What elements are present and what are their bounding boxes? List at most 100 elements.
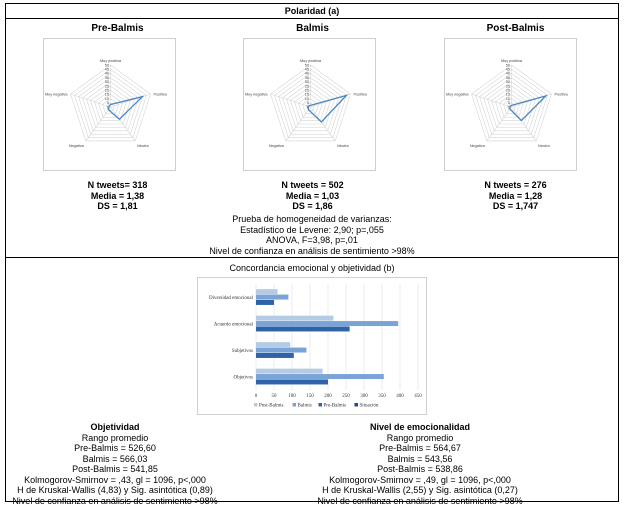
legend-entry: Post-Balmis xyxy=(259,403,284,408)
bar-balmis xyxy=(256,374,384,379)
radar-axis-label: Neutra xyxy=(538,144,550,148)
radar-axis-label: Positiva xyxy=(353,93,367,97)
bar-tick-label: 50 xyxy=(272,394,278,399)
panel-title-pre: Pre-Balmis xyxy=(55,23,180,34)
radar-tick-label: 40 xyxy=(506,72,510,76)
legend-swatch xyxy=(319,403,323,407)
radar-tick-label: 50 xyxy=(105,63,109,67)
radar-axis-label: Muy positiva xyxy=(300,59,322,63)
bar-balmis xyxy=(256,321,398,326)
homogeneity-block: Prueba de homogeneidad de varianzas: Est… xyxy=(5,214,619,256)
radar-tick-label: 10 xyxy=(305,97,309,101)
section-divider xyxy=(5,257,619,258)
homogeneity-line-2: Estadístico de Levene: 2,90; p=,055 xyxy=(5,225,619,236)
emocionalidad-block: Nivel de emocionalidad Rango promedio Pr… xyxy=(315,422,525,506)
radar-tick-label: 20 xyxy=(506,89,510,93)
figure-title: Polaridad (a) xyxy=(5,6,619,16)
radar-tick-label: 5 xyxy=(107,101,109,105)
radar-tick-label: 25 xyxy=(506,84,510,88)
radar-axis-label: Muy negativa xyxy=(245,93,268,97)
bar-tick-label: 400 xyxy=(396,394,404,399)
bar-category-label: Acuerdo emocional xyxy=(214,322,254,327)
objetividad-line: Kolmogorov-Smirnov = ,43, gl = 1096, p<,… xyxy=(10,475,220,486)
emocionalidad-line: H de Kruskal-Wallis (2,55) y Sig. asintó… xyxy=(315,485,525,496)
radar-tick-label: 15 xyxy=(305,93,309,97)
emocionalidad-line: Nivel de confianza en análisis de sentim… xyxy=(315,496,525,506)
radar-tick-label: 35 xyxy=(506,76,510,80)
radar-tick-label: 40 xyxy=(305,72,309,76)
radar-tick-label: 20 xyxy=(105,89,109,93)
bar-category-label: Objetivos xyxy=(234,375,253,380)
objetividad-line: Post-Balmis = 541,85 xyxy=(10,464,220,475)
radar-tick-label: 30 xyxy=(305,80,309,84)
bar-tick-label: 150 xyxy=(306,394,314,399)
legend-swatch xyxy=(293,403,297,407)
radar-axis-label: Muy positiva xyxy=(501,59,523,63)
emocionalidad-line: Balmis = 543,56 xyxy=(315,454,525,465)
bar-tick-label: 200 xyxy=(324,394,332,399)
emocionalidad-line: Pre-Balmis = 564,67 xyxy=(315,443,525,454)
stat-balmis: N tweets = 502 Media = 1,03 DS = 1,86 xyxy=(250,180,375,212)
radar-tick-label: 25 xyxy=(305,84,309,88)
objetividad-title: Objetividad xyxy=(10,422,220,433)
bar-category-label: Subjetivos xyxy=(232,349,253,354)
radar-axis-label: Neutra xyxy=(137,144,149,148)
radar-tick-label: 40 xyxy=(105,72,109,76)
bar-post-balmis xyxy=(256,342,290,347)
stat-balmis-tweets: N tweets = 502 xyxy=(250,180,375,191)
radar-tick-label: 35 xyxy=(105,76,109,80)
bar-category-label: Diversidad emocional xyxy=(209,296,254,301)
homogeneity-line-1: Prueba de homogeneidad de varianzas: xyxy=(5,214,619,225)
panel-title-balmis: Balmis xyxy=(250,23,375,34)
legend-entry: Pre-Balmis xyxy=(324,403,347,408)
bar-tick-label: 350 xyxy=(378,394,386,399)
header-divider xyxy=(5,18,619,19)
legend-entry: Balmis xyxy=(298,403,312,408)
stat-post-ds: DS = 1,747 xyxy=(453,201,578,212)
stat-post: N tweets = 276 Media = 1,28 DS = 1,747 xyxy=(453,180,578,212)
radar-axis-label: Positiva xyxy=(153,93,167,97)
bar-tick-label: 250 xyxy=(342,394,350,399)
radar-axis-label: Negativa xyxy=(470,144,486,148)
stat-post-tweets: N tweets = 276 xyxy=(453,180,578,191)
emocionalidad-line: Kolmogorov-Smirnov = ,49, gl = 1096, p<,… xyxy=(315,475,525,486)
bar-post-balmis xyxy=(256,369,323,374)
stat-pre: N tweets= 318 Media = 1,38 DS = 1,81 xyxy=(55,180,180,212)
radar-axis-label: Negativa xyxy=(69,144,85,148)
bar-tick-label: 0 xyxy=(255,394,258,399)
radar-tick-label: 20 xyxy=(305,89,309,93)
radar-tick-label: 10 xyxy=(105,97,109,101)
radar-axis-label: Muy positiva xyxy=(100,59,122,63)
bar-pre-balmis xyxy=(256,326,350,331)
stat-pre-tweets: N tweets= 318 xyxy=(55,180,180,191)
stat-pre-media: Media = 1,38 xyxy=(55,191,180,202)
radar-tick-label: 50 xyxy=(305,63,309,67)
radar-tick-label: 15 xyxy=(105,93,109,97)
objetividad-line: Balmis = 566,03 xyxy=(10,454,220,465)
legend-swatch xyxy=(355,403,359,407)
bar-tick-label: 450 xyxy=(414,394,422,399)
stat-balmis-ds: DS = 1,86 xyxy=(250,201,375,212)
objetividad-line: Pre-Balmis = 526,60 xyxy=(10,443,220,454)
bar-balmis xyxy=(256,295,288,300)
stat-balmis-media: Media = 1,03 xyxy=(250,191,375,202)
objetividad-block: Objetividad Rango promedio Pre-Balmis = … xyxy=(10,422,220,506)
radar-axis-label: Negativa xyxy=(269,144,285,148)
radar-tick-label: 30 xyxy=(105,80,109,84)
radar-axis-label: Muy negativa xyxy=(446,93,469,97)
radar-tick-label: 10 xyxy=(506,97,510,101)
radar-axis-label: Muy negativa xyxy=(45,93,68,97)
legend-swatch xyxy=(254,403,258,407)
emocionalidad-title: Nivel de emocionalidad xyxy=(315,422,525,433)
objetividad-line: Rango promedio xyxy=(10,433,220,444)
stat-post-media: Media = 1,28 xyxy=(453,191,578,202)
panel-title-post: Post-Balmis xyxy=(453,23,578,34)
bar-post-balmis xyxy=(256,316,333,321)
